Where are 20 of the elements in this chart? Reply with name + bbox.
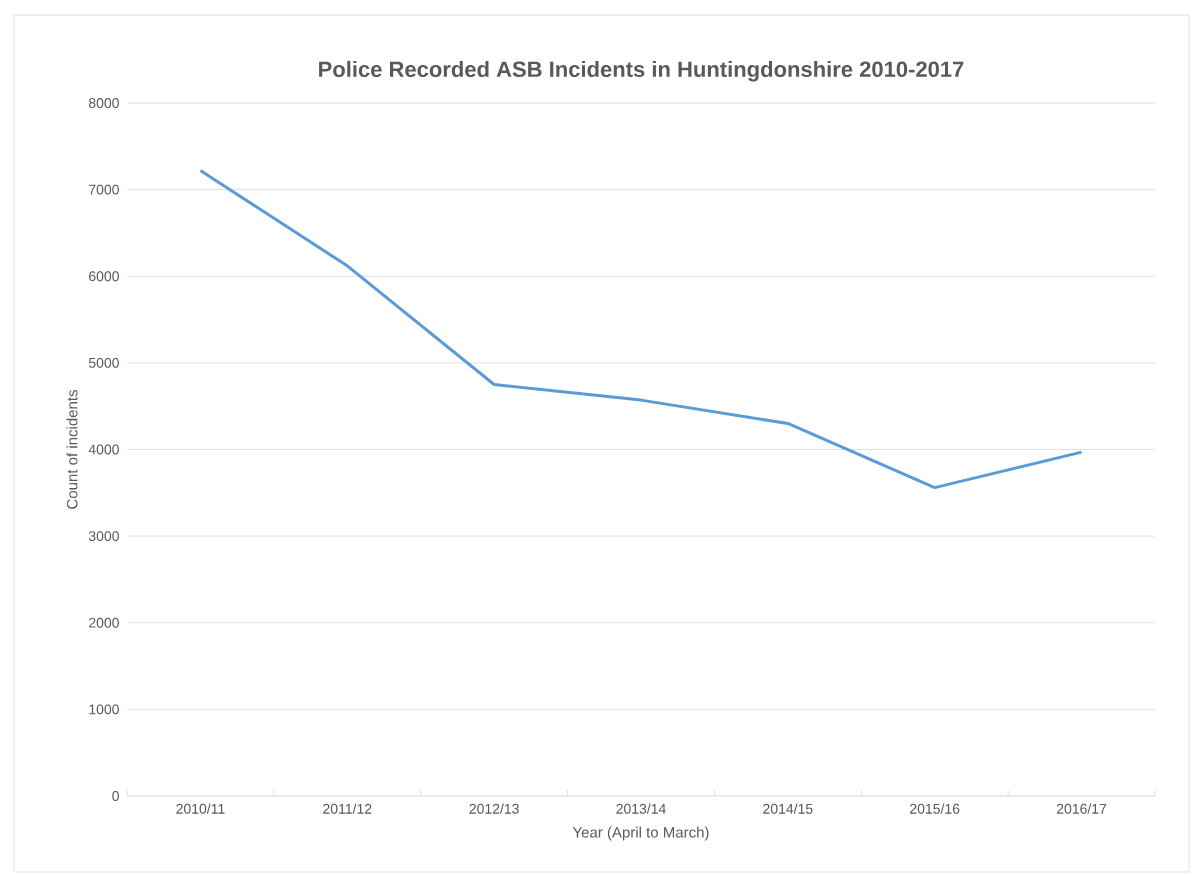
y-tick-label: 2000 bbox=[89, 617, 119, 628]
x-tick-label: 2016/17 bbox=[1056, 803, 1107, 814]
x-tick-label: 2011/12 bbox=[323, 803, 372, 814]
y-tick-label: 6000 bbox=[89, 271, 119, 282]
line-series bbox=[198, 169, 1084, 490]
y-tick-label: 7000 bbox=[89, 184, 119, 195]
y-tick-label: 5000 bbox=[88, 357, 119, 368]
x-tick-label: 2015/16 bbox=[910, 803, 960, 814]
y-axis-title: Count of incidents bbox=[66, 390, 78, 509]
x-tick-label: 2014/15 bbox=[763, 803, 813, 814]
y-tick-label: 4000 bbox=[88, 444, 119, 455]
y-tick-label: 1000 bbox=[89, 704, 119, 715]
y-tick-label: 0 bbox=[112, 791, 119, 801]
x-tick-label: 2010/11 bbox=[176, 803, 225, 814]
x-tick-label: 2012/13 bbox=[469, 803, 519, 814]
x-axis-title: Year (April to March) bbox=[572, 826, 709, 841]
chart-title: Police Recorded ASB Incidents in Huntingdonshire 2010-2017 bbox=[319, 60, 964, 82]
x-tick-label: 2013/14 bbox=[616, 803, 666, 814]
y-tick-label: 3000 bbox=[88, 531, 119, 542]
y-tick-label: 8000 bbox=[88, 98, 119, 108]
